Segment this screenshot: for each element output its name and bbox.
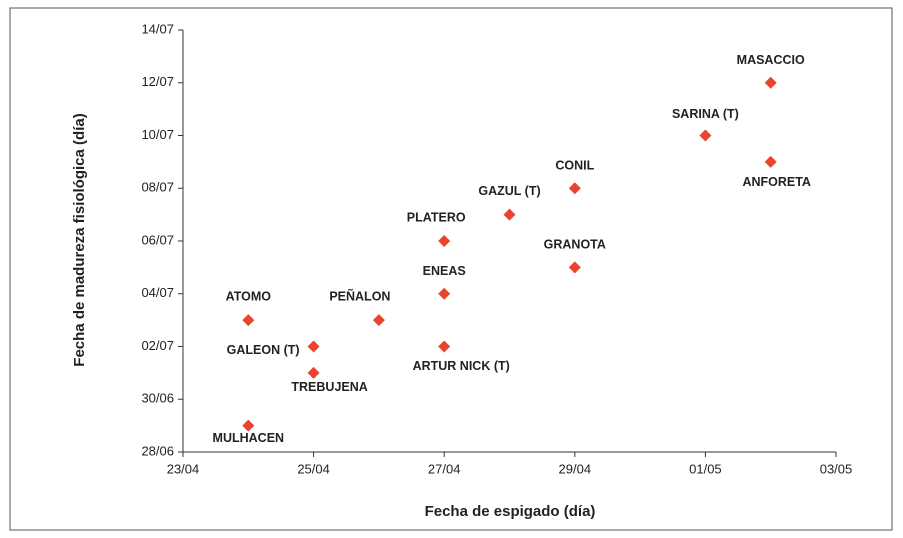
point-label: GALEON (T) <box>227 343 300 357</box>
y-tick-label: 12/07 <box>141 74 174 89</box>
point-label: ARTUR NICK (T) <box>413 359 510 373</box>
x-axis-title: Fecha de espigado (día) <box>425 503 596 520</box>
point <box>372 314 385 327</box>
point <box>438 235 451 247</box>
y-tick-label: 28/06 <box>141 443 174 458</box>
point <box>503 208 516 221</box>
x-tick-label: 25/04 <box>297 461 330 476</box>
point <box>699 129 712 142</box>
point-label: GAZUL (T) <box>478 184 540 198</box>
point-label: GRANOTA <box>544 238 606 252</box>
x-tick-label: 27/04 <box>428 461 461 476</box>
point <box>764 155 777 168</box>
point <box>568 261 581 274</box>
point-label: ANFORETA <box>742 175 811 189</box>
y-axis-title: Fecha de madureza fisiológica (día) <box>71 113 88 366</box>
point <box>438 340 451 353</box>
y-tick-label: 30/06 <box>141 391 174 406</box>
point <box>438 287 451 300</box>
point-label: CONIL <box>555 159 594 173</box>
point <box>568 182 581 195</box>
y-tick-label: 06/07 <box>141 232 174 247</box>
point <box>764 76 777 89</box>
y-tick-label: 14/07 <box>141 21 174 36</box>
point <box>307 366 320 379</box>
x-tick-label: 01/05 <box>689 461 722 476</box>
frame <box>9 7 893 531</box>
y-tick-label: 04/07 <box>141 285 174 300</box>
x-tick-label: 29/04 <box>559 461 592 476</box>
point <box>242 314 255 327</box>
point-label: SARINA (T) <box>672 107 739 121</box>
point-label: MASACCIO <box>737 53 805 67</box>
y-tick-label: 02/07 <box>141 338 174 353</box>
x-tick-label: 03/05 <box>820 461 853 476</box>
point-label: PEÑALON <box>329 288 390 303</box>
y-tick-label: 08/07 <box>141 180 174 195</box>
point-label: ENEAS <box>423 264 466 278</box>
point-label: PLATERO <box>407 210 466 224</box>
y-tick-label: 10/07 <box>141 127 174 142</box>
point-label: MULHACEN <box>213 431 285 445</box>
x-tick-label: 23/04 <box>167 461 200 476</box>
point <box>242 419 255 432</box>
point-label: TREBUJENA <box>291 380 367 394</box>
point <box>307 340 320 353</box>
point-label: ATOMO <box>226 289 272 303</box>
